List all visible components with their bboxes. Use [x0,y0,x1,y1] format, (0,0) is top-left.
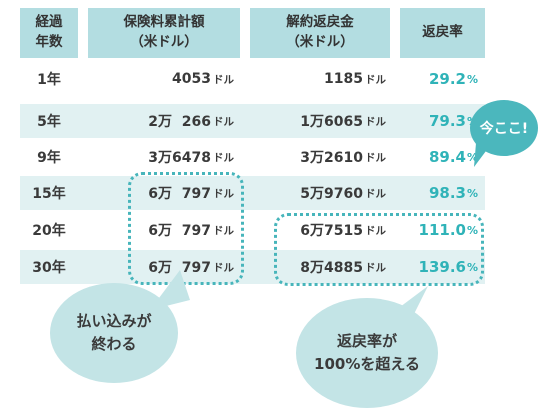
row-rate: 139.6% [418,258,478,276]
paid-off-highlight [128,172,244,285]
row-premium: 6万 797 ドル [148,223,234,239]
row-rate: 111.0% [418,221,478,239]
row-band-6 [20,250,485,284]
row-premium: 4053 ドル [172,71,234,87]
row-premium: 2万 266 ドル [148,114,234,130]
row-rate: 29.2% [428,70,478,88]
row-band-4 [20,176,485,210]
row-premium: 6万 797 ドル [148,186,234,202]
row-band-2 [20,104,485,138]
header-refund: 解約返戻金 （米ドル） [250,8,390,58]
header-rate: 返戻率 [400,8,485,58]
row-refund: 1万6065 ドル [300,114,386,130]
row-premium: 3万6478 ドル [148,150,234,166]
row-rate: 79.3% [428,112,478,130]
row-year: 9年 [37,150,61,166]
row-year: 30年 [32,260,66,276]
header-premium: 保険料累計額 （米ドル） [88,8,240,58]
row-year: 20年 [32,223,66,239]
row-refund: 6万7515 ドル [300,223,386,239]
row-year: 1年 [37,72,61,88]
row-refund: 5万9760 ドル [300,186,386,202]
now-callout: 今ここ! [470,100,538,156]
row-refund: 3万2610 ドル [300,150,386,166]
row-year: 5年 [37,114,61,130]
row-rate: 98.3% [428,184,478,202]
over100-highlight [274,213,484,286]
row-refund: 1185 ドル [324,71,386,87]
row-refund: 8万4885 ドル [300,260,386,276]
row-year: 15年 [32,186,66,202]
header-year: 経過 年数 [20,8,78,58]
row-premium: 6万 797 ドル [148,260,234,276]
row-rate: 89.4% [428,148,478,166]
paid-off-callout: 払い込みが 終わる [50,283,178,383]
over100-callout: 返戻率が 100%を超える [296,298,438,408]
